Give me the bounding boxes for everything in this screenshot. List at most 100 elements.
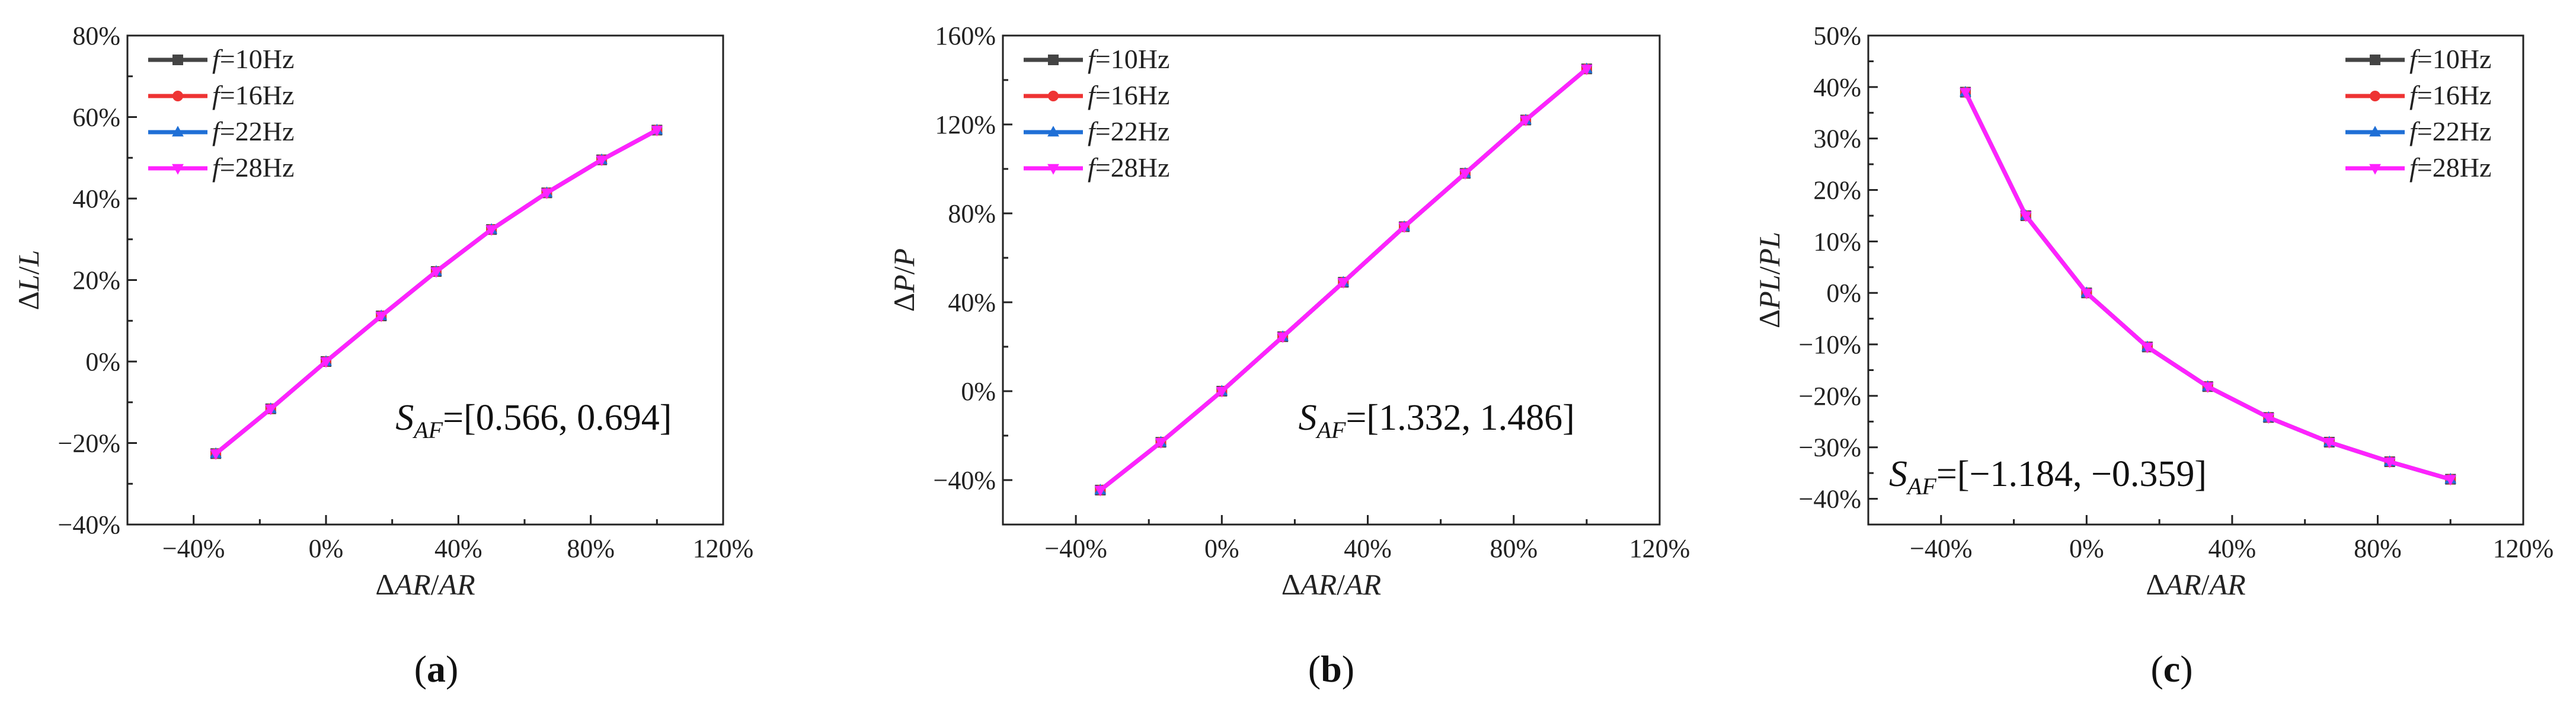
- chart-panel-1: −40% 0% 40% 80% 120% −40% −20% 0% 20% 40% 60% 80% ΔA…: [12, 21, 753, 690]
- y-tick-label: 60%: [72, 103, 120, 132]
- y-tick-label: 0%: [961, 377, 996, 406]
- data-point: [1155, 438, 1167, 449]
- legend-marker: [1047, 164, 1059, 175]
- legend-label: f=22Hz: [2409, 116, 2491, 146]
- y-tick-label: 80%: [948, 199, 996, 228]
- legend-label: f=16Hz: [1088, 80, 1169, 110]
- y-tick-label: 40%: [72, 184, 120, 213]
- series-line-2: [1963, 91, 2452, 481]
- y-tick-label: −40%: [58, 510, 120, 539]
- legend-label: f=28Hz: [1088, 152, 1169, 183]
- x-tick-label: 120%: [1629, 534, 1690, 563]
- annotation-s-af: SAF=[0.566, 0.694]: [395, 398, 672, 443]
- x-tick-label: 40%: [1344, 534, 1392, 563]
- data-point: [1459, 169, 1471, 180]
- series-line-3: [1963, 91, 2452, 481]
- y-tick-label: 0%: [1826, 279, 1861, 308]
- data-point: [1094, 485, 1107, 497]
- x-axis-label: ΔAR/AR: [1281, 568, 1381, 601]
- y-tick-label: 20%: [1813, 176, 1861, 205]
- legend-marker: [172, 164, 184, 175]
- data-point: [541, 188, 553, 200]
- panel-label: (c): [2150, 648, 2193, 690]
- legend-label: f=28Hz: [2409, 152, 2491, 183]
- data-point: [1337, 278, 1350, 289]
- x-tick-label: 120%: [2493, 534, 2554, 563]
- y-tick-label: 20%: [72, 266, 120, 295]
- legend-label: f=28Hz: [212, 152, 294, 183]
- data-point: [2019, 211, 2032, 222]
- data-point: [210, 449, 222, 461]
- legend-label: f=22Hz: [1088, 116, 1169, 146]
- data-point: [320, 357, 332, 368]
- data-point: [264, 404, 277, 415]
- panel-label: (b): [1308, 648, 1354, 690]
- x-tick-label: 80%: [2354, 534, 2402, 563]
- x-tick-label: −40%: [162, 534, 225, 563]
- y-tick-label: 30%: [1813, 124, 1861, 154]
- y-tick-label: −30%: [1799, 433, 1861, 462]
- y-axis-label: ΔPL/PL: [1753, 232, 1786, 328]
- annotation-s-af: SAF=[1.332, 1.486]: [1299, 398, 1575, 443]
- legend-marker: [2369, 164, 2381, 175]
- x-tick-label: 80%: [1490, 534, 1538, 563]
- legend-label: f=10Hz: [212, 44, 294, 74]
- legend-marker: [1048, 91, 1059, 101]
- series-line-4: [1963, 91, 2452, 481]
- x-axis-label: ΔAR/AR: [375, 568, 475, 601]
- legend-marker: [172, 91, 183, 101]
- data-point: [1398, 222, 1411, 234]
- panel-label: (a): [414, 648, 459, 690]
- data-point: [2383, 457, 2396, 468]
- data-point: [2262, 413, 2275, 424]
- y-tick-label: 40%: [1813, 73, 1861, 102]
- data-point: [375, 311, 388, 322]
- legend-label: f=16Hz: [2409, 80, 2491, 110]
- chart-panel-2: −40% 0% 40% 80% 120% −40% 0% 40% 80% 120% 160% ΔAR/…: [887, 21, 1690, 690]
- data-point: [1580, 65, 1593, 76]
- data-point: [1520, 116, 1532, 127]
- legend-label: f=22Hz: [212, 116, 294, 146]
- data-point: [1216, 386, 1228, 398]
- data-point: [1277, 332, 1289, 343]
- x-tick-label: 0%: [2069, 534, 2104, 563]
- data-point: [430, 267, 442, 278]
- legend-marker: [2370, 91, 2380, 101]
- legend-marker: [1047, 126, 1059, 137]
- data-point: [485, 225, 498, 236]
- y-tick-label: 10%: [1813, 227, 1861, 256]
- y-axis-label: ΔP/P: [887, 248, 921, 312]
- data-point: [2323, 437, 2335, 449]
- x-tick-label: −40%: [1910, 534, 1972, 563]
- x-tick-label: 80%: [567, 534, 615, 563]
- legend-marker: [1048, 55, 1059, 65]
- y-tick-label: 0%: [85, 347, 120, 376]
- data-point: [1960, 88, 1971, 99]
- plot-frame: [1002, 34, 1661, 526]
- y-tick-label: −20%: [1799, 382, 1861, 411]
- data-point: [596, 155, 608, 167]
- data-point: [2201, 382, 2214, 394]
- plot-frame: [1867, 34, 2524, 526]
- legend-label: f=10Hz: [1088, 44, 1169, 74]
- y-tick-label: 50%: [1813, 21, 1861, 50]
- data-point: [2444, 475, 2457, 486]
- y-tick-label: 80%: [72, 21, 120, 50]
- y-tick-label: −10%: [1799, 330, 1861, 359]
- x-tick-label: 0%: [1204, 534, 1239, 563]
- x-axis-label: ΔAR/AR: [2146, 568, 2245, 601]
- legend-marker: [2370, 55, 2380, 65]
- x-tick-label: 40%: [434, 534, 482, 563]
- y-axis-label: ΔL/L: [12, 250, 45, 311]
- data-point: [651, 126, 663, 137]
- legend-label: f=10Hz: [2409, 44, 2491, 74]
- y-tick-label: −20%: [58, 429, 120, 458]
- legend-marker: [172, 55, 183, 65]
- x-tick-label: 0%: [309, 534, 344, 563]
- data-point: [2080, 289, 2093, 300]
- chart-panel-3: −40% 0% 40% 80% 120% −40% −30% −20% −10% 0% 10% 20%…: [1753, 21, 2553, 690]
- legend-marker: [172, 126, 184, 137]
- legend-marker: [2369, 126, 2381, 137]
